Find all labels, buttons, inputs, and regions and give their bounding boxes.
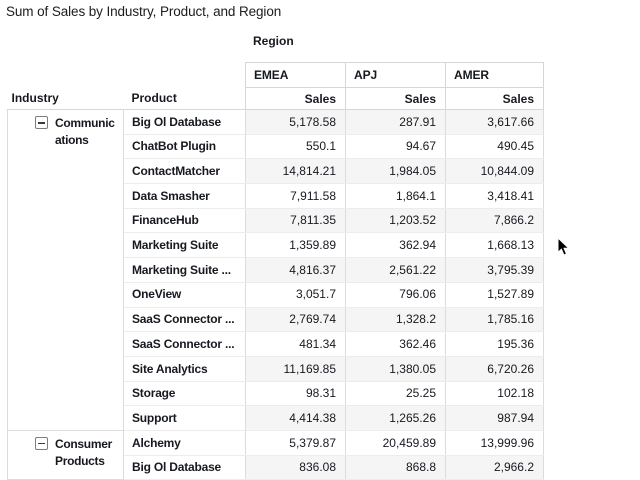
sales-value-cell[interactable]: 1,203.52 xyxy=(345,208,446,234)
field-header-row: Industry Product Sales Sales Sales xyxy=(7,87,544,110)
sales-value-cell[interactable]: 5,379.87 xyxy=(245,430,346,456)
table-row: Support 4,414.38 1,265.26 987.94 xyxy=(8,405,544,431)
table-row: Data Smasher 7,911.58 1,864.1 3,418.41 xyxy=(8,183,544,209)
sales-value-cell[interactable]: 1,864.1 xyxy=(345,183,446,209)
mouse-cursor-icon xyxy=(557,237,570,256)
sales-value-cell[interactable]: 14,814.21 xyxy=(245,158,346,185)
sales-measure-header-apj[interactable]: Sales xyxy=(345,87,446,110)
sales-value-cell[interactable]: 2,966.2 xyxy=(445,455,544,480)
sales-value-cell[interactable]: 868.8 xyxy=(345,455,446,480)
sales-value-cell[interactable]: 25.25 xyxy=(345,381,446,407)
sales-value-cell[interactable]: 796.06 xyxy=(345,282,446,308)
sales-value-cell[interactable]: 4,816.37 xyxy=(245,257,346,283)
table-row: ContactMatcher 14,814.21 1,984.05 10,844… xyxy=(8,158,544,185)
product-cell[interactable]: Marketing Suite ... xyxy=(123,257,246,283)
visual-title: Sum of Sales by Industry, Product, and R… xyxy=(6,4,282,19)
sales-value-cell[interactable]: 13,999.96 xyxy=(445,430,544,456)
table-row: FinanceHub 7,811.35 1,203.52 7,866.2 xyxy=(8,208,544,234)
collapse-minus-icon[interactable] xyxy=(35,436,48,450)
sales-value-cell[interactable]: 3,418.41 xyxy=(445,183,544,209)
sales-measure-header-emea[interactable]: Sales xyxy=(245,87,346,110)
sales-value-cell[interactable]: 1,527.89 xyxy=(445,282,544,308)
sales-value-cell[interactable]: 5,178.58 xyxy=(245,109,346,135)
header-spacer xyxy=(8,63,246,88)
table-row: OneView 3,051.7 796.06 1,527.89 xyxy=(8,282,544,308)
product-cell[interactable]: SaaS Connector ... xyxy=(123,331,246,357)
sales-measure-header-amer[interactable]: Sales xyxy=(445,87,544,110)
sales-value-cell[interactable]: 987.94 xyxy=(445,405,544,431)
table-row: ChatBot Plugin 550.1 94.67 490.45 xyxy=(8,134,544,160)
table-row: Storage 98.31 25.25 102.18 xyxy=(8,381,544,407)
sales-value-cell[interactable]: 7,866.2 xyxy=(445,208,544,234)
sales-value-cell[interactable]: 1,380.05 xyxy=(345,356,446,382)
sales-value-cell[interactable]: 490.45 xyxy=(445,134,544,160)
sales-value-cell[interactable]: 3,051.7 xyxy=(245,282,346,308)
sales-value-cell[interactable]: 7,811.35 xyxy=(245,208,346,234)
sales-value-cell[interactable]: 7,911.58 xyxy=(245,183,346,209)
industry-label: Communications xyxy=(55,116,115,148)
sales-value-cell[interactable]: 6,720.26 xyxy=(445,356,544,382)
product-cell[interactable]: FinanceHub xyxy=(123,208,246,234)
product-cell[interactable]: Storage xyxy=(123,381,246,407)
sales-value-cell[interactable]: 2,561.22 xyxy=(345,257,446,283)
sales-value-cell[interactable]: 102.18 xyxy=(445,381,544,407)
product-cell[interactable]: ChatBot Plugin xyxy=(123,134,246,160)
sales-value-cell[interactable]: 4,414.38 xyxy=(245,405,346,431)
product-cell[interactable]: Support xyxy=(123,405,246,431)
table-row: Marketing Suite 1,359.89 362.94 1,668.13 xyxy=(8,232,544,259)
product-cell[interactable]: OneView xyxy=(123,282,246,308)
product-cell[interactable]: ContactMatcher xyxy=(123,158,246,185)
sales-value-cell[interactable]: 3,795.39 xyxy=(445,257,544,283)
column-header-amer[interactable]: AMER xyxy=(445,62,544,88)
industry-group-cell-communications[interactable]: Communications xyxy=(7,109,124,431)
industry-label: Consumer Products xyxy=(55,436,112,469)
sales-value-cell[interactable]: 287.91 xyxy=(345,109,446,135)
sales-value-cell[interactable]: 195.36 xyxy=(445,331,544,357)
table-row: Site Analytics 11,169.85 1,380.05 6,720.… xyxy=(8,356,544,382)
sales-value-cell[interactable]: 20,459.89 xyxy=(345,430,446,456)
table-row: SaaS Connector ... 2,769.74 1,328.2 1,78… xyxy=(8,307,544,333)
table-row: SaaS Connector ... 481.34 362.46 195.36 xyxy=(8,331,544,357)
sales-value-cell[interactable]: 2,769.74 xyxy=(245,307,346,333)
sales-value-cell[interactable]: 836.08 xyxy=(245,455,346,480)
sales-value-cell[interactable]: 98.31 xyxy=(245,381,346,407)
product-cell[interactable]: Big Ol Database xyxy=(123,455,246,480)
table-row: Consumer Products Alchemy 5,379.87 20,45… xyxy=(7,430,544,480)
region-header-row: EMEA APJ AMER xyxy=(8,62,544,88)
sales-value-cell[interactable]: 94.67 xyxy=(345,134,446,160)
sales-value-cell[interactable]: 362.94 xyxy=(345,232,446,259)
sales-value-cell[interactable]: 1,265.26 xyxy=(345,405,446,431)
sales-value-cell[interactable]: 1,668.13 xyxy=(445,232,544,259)
sales-value-cell[interactable]: 10,844.09 xyxy=(445,158,544,185)
product-cell[interactable]: Site Analytics xyxy=(123,356,246,382)
industry-field-header[interactable]: Industry xyxy=(7,87,124,110)
collapse-minus-icon[interactable] xyxy=(35,116,48,129)
sales-value-cell[interactable]: 1,785.16 xyxy=(445,307,544,333)
sales-value-cell[interactable]: 3,617.66 xyxy=(445,109,544,135)
column-header-emea[interactable]: EMEA xyxy=(245,62,346,88)
sales-value-cell[interactable]: 1,984.05 xyxy=(345,158,446,185)
pivot-table: EMEA APJ AMER Industry Product Sales Sal… xyxy=(7,62,544,480)
table-row: Big Ol Database 836.08 868.8 2,966.2 xyxy=(8,455,544,480)
industry-group-cell-consumer-products[interactable]: Consumer Products xyxy=(7,430,124,480)
product-cell[interactable]: Data Smasher xyxy=(123,183,246,209)
product-cell[interactable]: SaaS Connector ... xyxy=(123,307,246,333)
product-field-header[interactable]: Product xyxy=(123,87,246,110)
product-cell[interactable]: Big Ol Database xyxy=(123,109,246,135)
product-cell[interactable]: Alchemy xyxy=(123,430,246,456)
sales-value-cell[interactable]: 11,169.85 xyxy=(245,356,346,382)
table-row: Marketing Suite ... 4,816.37 2,561.22 3,… xyxy=(8,257,544,283)
product-cell[interactable]: Marketing Suite xyxy=(123,232,246,259)
table-row: Communications Big Ol Database 5,178.58 … xyxy=(7,109,544,431)
sales-value-cell[interactable]: 1,328.2 xyxy=(345,307,446,333)
column-header-apj[interactable]: APJ xyxy=(345,62,446,88)
sales-value-cell[interactable]: 1,359.89 xyxy=(245,232,346,259)
sales-value-cell[interactable]: 481.34 xyxy=(245,331,346,357)
sales-value-cell[interactable]: 362.46 xyxy=(345,331,446,357)
sales-value-cell[interactable]: 550.1 xyxy=(245,134,346,160)
region-field-label: Region xyxy=(253,34,294,48)
